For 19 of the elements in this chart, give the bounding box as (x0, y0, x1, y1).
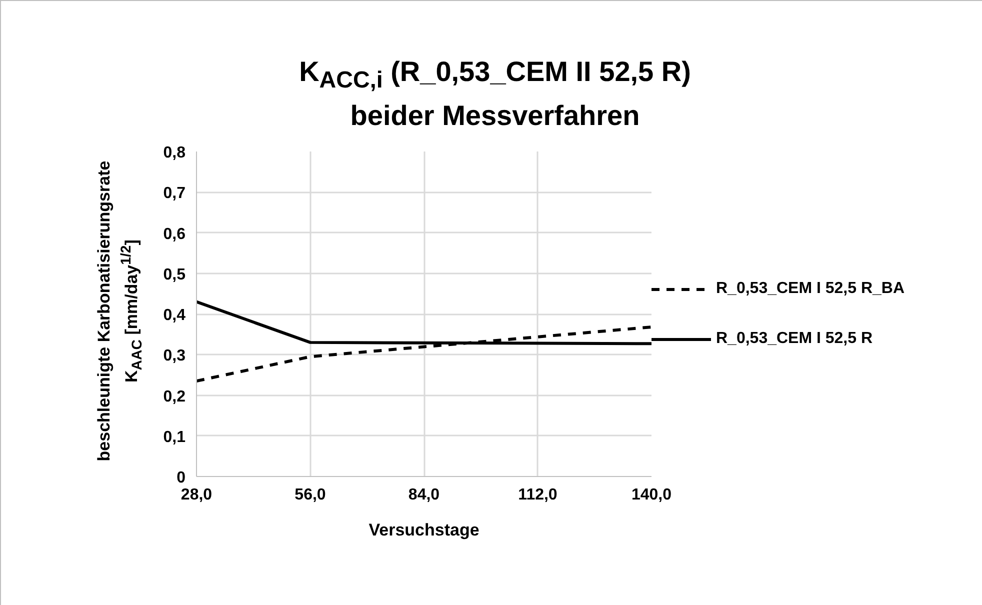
x-tick-label: 56,0 (294, 486, 326, 504)
x-tick-label: 84,0 (408, 486, 440, 504)
x-tick-label: 140,0 (631, 486, 672, 504)
x-tick-label: 112,0 (518, 486, 558, 504)
y-tick-label: 0,4 (163, 307, 186, 324)
chart-title: K$_{ACC,i}$ (R_0,53_CEM II 52,5 R) (299, 56, 691, 93)
y-tick-label: 0 (176, 470, 186, 486)
y-tick-label: 0,8 (163, 144, 186, 162)
x-axis-title: Versuchstage (368, 520, 480, 540)
x-tick-label: 28,0 (180, 486, 212, 504)
legend-label: R_0,53_CEM I 52,5 R_BA (716, 280, 905, 298)
y-tick-label: 0,1 (163, 428, 186, 446)
chart-subtitle: beider Messverfahren (350, 100, 640, 131)
y-tick-label: 0,2 (163, 388, 186, 406)
legend-label: R_0,53_CEM I 52,5 R (716, 330, 873, 348)
y-tick-label: 0,5 (163, 266, 186, 284)
y-tick-label: 0,6 (163, 226, 186, 243)
y-tick-label: 0,3 (163, 348, 186, 365)
y-tick-label: 0,7 (163, 185, 186, 202)
